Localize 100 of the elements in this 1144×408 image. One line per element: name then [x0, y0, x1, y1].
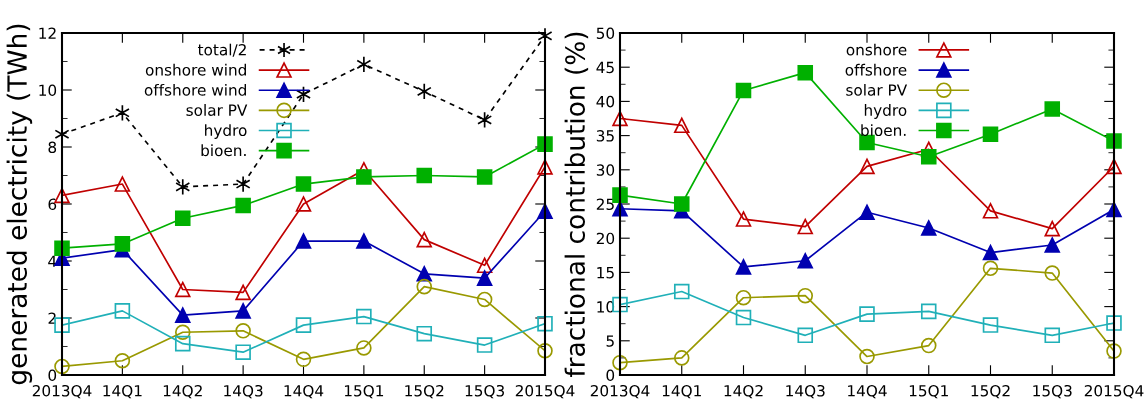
point [416, 231, 433, 248]
point [54, 358, 70, 375]
x-tick-label: 2013Q4 [590, 384, 650, 399]
point [920, 337, 937, 354]
point [537, 342, 553, 359]
y-axis-title: fractional contribution (%) [564, 32, 589, 378]
x-tick-label: 14Q4 [848, 384, 887, 399]
point [735, 82, 752, 99]
y-tick-label: 45 [596, 61, 614, 74]
x-tick-label: 2015Q4 [1084, 384, 1144, 399]
point [1106, 158, 1122, 175]
point [920, 149, 937, 165]
point [295, 317, 312, 333]
point [416, 82, 432, 100]
point [356, 233, 372, 249]
point [1044, 220, 1061, 237]
x-tick-label: 15Q2 [971, 384, 1010, 399]
legend-label: bioen. [201, 144, 246, 157]
point [859, 158, 875, 175]
x-tick-label: 2015Q4 [515, 384, 575, 399]
point [114, 352, 131, 369]
point [175, 178, 191, 196]
point [920, 220, 937, 236]
point [735, 289, 752, 306]
y-tick-label: 4 [48, 255, 57, 267]
y-tick-label: 40 [596, 95, 615, 108]
point [416, 167, 433, 184]
point [537, 136, 553, 152]
point [235, 344, 251, 360]
y-tick-label: 6 [48, 198, 57, 211]
y-tick-label: 2 [48, 312, 56, 324]
point [416, 278, 433, 295]
x-tick-label: 14Q2 [163, 384, 202, 399]
point [797, 64, 814, 81]
legend-label: offshore [845, 63, 907, 76]
x-tick-label: 14Q1 [662, 384, 701, 399]
legend-label: bioen. [861, 124, 906, 137]
point [174, 307, 191, 323]
point [673, 117, 690, 134]
x-tick-label: 14Q3 [224, 384, 263, 399]
point [1106, 315, 1122, 331]
x-tick-label: 14Q1 [103, 384, 142, 399]
point [612, 354, 628, 371]
legend-label: hydro [205, 124, 247, 140]
point [859, 348, 875, 365]
point [797, 218, 814, 235]
point [114, 176, 131, 192]
point [1106, 343, 1122, 359]
point [920, 303, 937, 320]
point [1044, 327, 1061, 344]
x-tick-label: 14Q2 [724, 384, 763, 399]
x-tick-label: 14Q4 [284, 384, 324, 399]
point [54, 317, 70, 333]
point [735, 211, 752, 227]
legend-label: hydro [864, 104, 907, 119]
point [673, 283, 690, 300]
point [859, 306, 875, 322]
point [476, 291, 493, 308]
point [416, 325, 433, 342]
legend-label: onshore wind [145, 63, 246, 76]
point [1106, 133, 1122, 149]
point [982, 260, 999, 277]
point [235, 175, 251, 193]
legend-label: solar PV [846, 83, 908, 96]
point [537, 315, 553, 332]
point [295, 233, 312, 249]
y-axis-title: generated electricity (TWh) [6, 24, 33, 385]
y-tick-label: 10 [39, 84, 57, 97]
point [356, 169, 372, 185]
point [476, 270, 493, 286]
point [797, 327, 814, 344]
point [235, 284, 251, 301]
point [735, 309, 752, 326]
y-tick-label: 0 [606, 369, 615, 382]
y-tick-label: 20 [596, 232, 615, 245]
y-tick-label: 8 [48, 141, 57, 154]
point [1044, 237, 1061, 253]
point [356, 308, 372, 325]
point [476, 169, 493, 185]
x-tick-label: 2013Q4 [32, 384, 92, 399]
point [235, 323, 251, 339]
point [114, 303, 131, 319]
point [612, 187, 628, 203]
x-tick-label: 15Q2 [405, 384, 444, 399]
y-tick-label: 12 [39, 27, 56, 39]
point [174, 335, 191, 352]
legend-label: onshore [846, 43, 907, 56]
point [235, 197, 251, 214]
y-tick-label: 0 [48, 369, 57, 382]
x-tick-label: 15Q1 [344, 384, 384, 399]
point [673, 350, 690, 366]
y-tick-label: 15 [597, 267, 614, 279]
point [114, 236, 131, 252]
point [54, 240, 70, 256]
point [1044, 265, 1061, 281]
x-tick-label: 14Q3 [786, 384, 825, 399]
legend-label: total/2 [197, 43, 246, 57]
point [612, 110, 628, 127]
point [174, 281, 191, 298]
x-tick-label: 15Q3 [1033, 384, 1072, 399]
